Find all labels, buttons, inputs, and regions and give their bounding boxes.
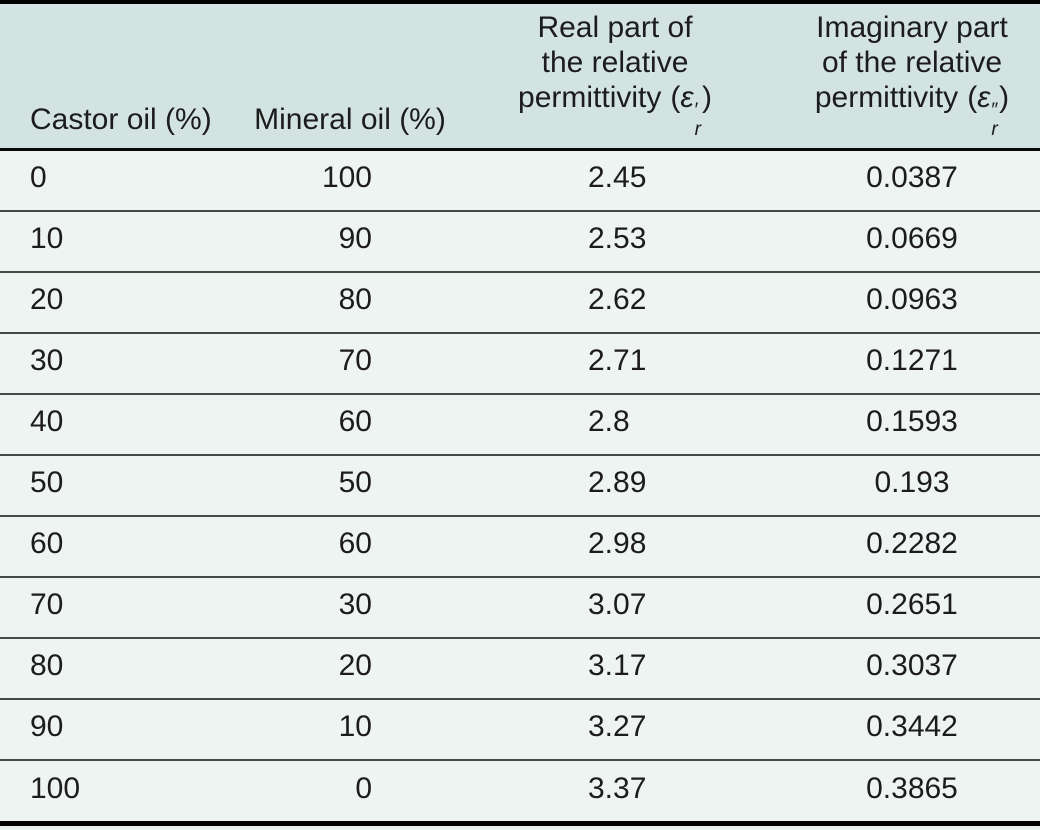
paren-close: ) xyxy=(701,80,712,114)
subscript-r: r xyxy=(991,118,998,140)
table-cell: 0.1593 xyxy=(784,393,1040,456)
header-line: of the relative xyxy=(821,45,1003,79)
table-cell: 3.07 xyxy=(470,576,784,639)
table-cell: 30 xyxy=(0,332,230,395)
table-cell: 20 xyxy=(0,271,230,334)
table-cell: 2.8 xyxy=(470,393,784,456)
subscript-r: r xyxy=(694,118,701,140)
table-cell: 3.27 xyxy=(470,698,784,761)
table-cell: 70 xyxy=(230,332,470,395)
table-row: 0 100 2.45 0.0387 xyxy=(0,150,1040,212)
table-row: 60 60 2.98 0.2282 xyxy=(0,515,1040,578)
table-cell: 60 xyxy=(230,515,470,578)
table-cell: 0.193 xyxy=(784,454,1040,517)
table-cell: 0.1271 xyxy=(784,332,1040,395)
table-cell: 10 xyxy=(230,698,470,761)
table-cell: 0.0669 xyxy=(784,210,1040,273)
table-cell: 0.2651 xyxy=(784,576,1040,639)
table-cell: 0.3865 xyxy=(784,759,1040,824)
header-line: the relative xyxy=(541,45,689,79)
table-cell: 0.3037 xyxy=(784,637,1040,700)
table-cell: 0.2282 xyxy=(784,515,1040,578)
table-cell: 80 xyxy=(230,271,470,334)
paren-open: ( xyxy=(967,80,978,114)
header-line-word: permittivity xyxy=(518,80,662,114)
table-cell: 90 xyxy=(0,698,230,761)
table-row: 20 80 2.62 0.0963 xyxy=(0,271,1040,334)
table-cell: 0 xyxy=(230,759,470,824)
epsilon-r-double-prime-symbol: (ε ″ r) xyxy=(967,80,1010,139)
column-header-label: Castor oil (%) xyxy=(30,103,212,136)
table-cell: 60 xyxy=(230,393,470,456)
column-header-imaginary-permittivity: Imaginary part of the relative permittiv… xyxy=(784,2,1040,151)
table-cell: 2.71 xyxy=(470,332,784,395)
epsilon-r-prime-symbol: (ε ′ r) xyxy=(670,80,712,139)
table-cell: 0 xyxy=(30,161,47,195)
header-line: Imaginary part xyxy=(816,10,1008,44)
table-cell: 10 xyxy=(0,210,230,273)
header-line-word: permittivity xyxy=(814,80,959,114)
epsilon-glyph: ε xyxy=(977,80,991,114)
table-cell: 40 xyxy=(0,393,230,456)
table-cell: 2.45 xyxy=(588,161,647,195)
sub-sup-stack: ″ r xyxy=(991,100,999,140)
table-cell: 50 xyxy=(230,454,470,517)
header-row: Castor oil (%) Mineral oil (%) Real part… xyxy=(0,2,1040,151)
table-cell: 70 xyxy=(0,576,230,639)
table-cell: 20 xyxy=(230,637,470,700)
table-row: 30 70 2.71 0.1271 xyxy=(0,332,1040,395)
table-row: 50 50 2.89 0.193 xyxy=(0,454,1040,517)
table-row: 80 20 3.17 0.3037 xyxy=(0,637,1040,700)
table-cell: 2.53 xyxy=(470,210,784,273)
column-header-label: Mineral oil (%) xyxy=(254,103,446,136)
table-cell: 2.62 xyxy=(470,271,784,334)
sub-sup-stack: ′ r xyxy=(694,100,701,140)
table-row: 40 60 2.8 0.1593 xyxy=(0,393,1040,456)
table-cell: 3.37 xyxy=(470,759,784,824)
header-line: permittivity (ε ″ r) xyxy=(784,80,1040,139)
header-line: permittivity (ε ′ r) xyxy=(470,80,760,139)
table-cell: 2.89 xyxy=(470,454,784,517)
table-cell: 90 xyxy=(230,210,470,273)
table-body: 0 100 2.45 0.0387 10 90 2.53 0.0669 20 80 2.62 0.09… xyxy=(0,150,1040,824)
table-row: 70 30 3.07 0.2651 xyxy=(0,576,1040,639)
column-header-mineral-oil: Mineral oil (%) xyxy=(230,2,470,151)
table-cell: 100 xyxy=(0,759,230,824)
paren-open: ( xyxy=(670,80,681,114)
epsilon-glyph: ε xyxy=(680,80,694,114)
table-cell: 100 xyxy=(321,161,372,195)
table-cell: 60 xyxy=(0,515,230,578)
table-cell: 50 xyxy=(0,454,230,517)
table-row: 90 10 3.27 0.3442 xyxy=(0,698,1040,761)
table-header: Castor oil (%) Mineral oil (%) Real part… xyxy=(0,2,1040,151)
table-row: 10 90 2.53 0.0669 xyxy=(0,210,1040,273)
table-cell: 3.17 xyxy=(470,637,784,700)
table-cell: 0.0963 xyxy=(784,271,1040,334)
paren-close: ) xyxy=(999,80,1010,114)
prime-mark: ′ xyxy=(694,100,699,122)
header-line: Real part of xyxy=(537,10,693,44)
table-row: 100 0 3.37 0.3865 xyxy=(0,759,1040,824)
table-cell: 0.3442 xyxy=(784,698,1040,761)
table-cell: 30 xyxy=(230,576,470,639)
prime-mark: ″ xyxy=(991,100,999,122)
table-cell: 2.98 xyxy=(470,515,784,578)
column-header-real-permittivity: Real part of the relative permittivity (ε… xyxy=(470,2,784,151)
table-cell: 0.0387 xyxy=(866,161,958,195)
column-header-castor-oil: Castor oil (%) xyxy=(0,2,230,151)
table-cell: 80 xyxy=(0,637,230,700)
